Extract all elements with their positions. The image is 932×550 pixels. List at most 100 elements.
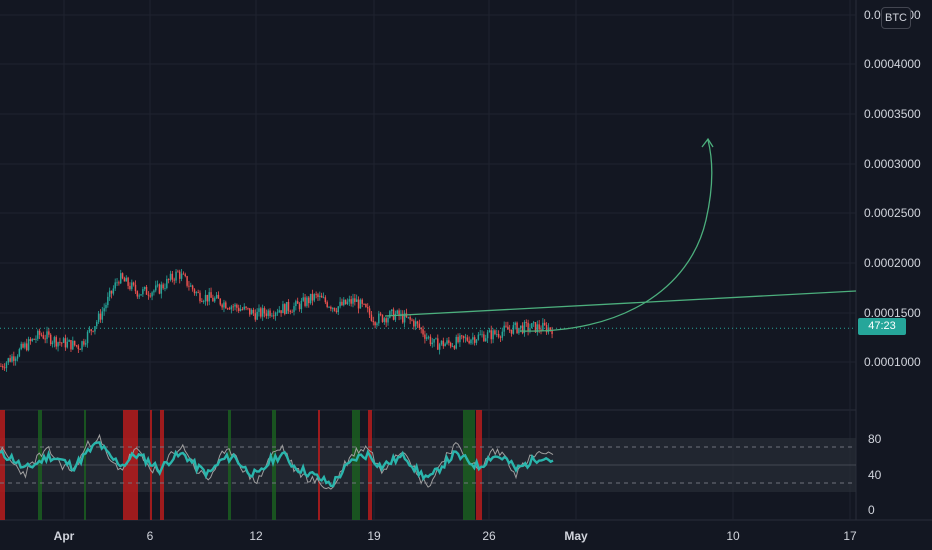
candle	[514, 322, 516, 326]
candle	[3, 367, 6, 369]
candle	[466, 337, 469, 341]
candle	[461, 335, 463, 337]
candle	[204, 294, 207, 302]
candle	[9, 358, 11, 362]
candle	[464, 337, 467, 339]
candle	[90, 329, 92, 331]
candle	[282, 304, 284, 314]
trend-drawings[interactable]	[384, 137, 857, 332]
candle	[291, 311, 293, 313]
candle	[390, 309, 393, 312]
candle	[527, 322, 529, 331]
candle	[16, 356, 19, 359]
candle	[300, 300, 303, 310]
candle	[127, 277, 129, 286]
candle	[94, 326, 96, 332]
candle	[354, 298, 356, 302]
signal-stripe	[272, 410, 276, 520]
candle	[188, 285, 190, 287]
candle	[79, 349, 81, 350]
candle	[413, 320, 415, 327]
candle	[272, 315, 275, 317]
candle	[322, 297, 325, 299]
candle	[536, 324, 539, 333]
indicator-tick-label: 0	[868, 503, 875, 517]
candle	[317, 294, 319, 298]
projection-curve[interactable]	[519, 139, 713, 332]
candle	[274, 312, 277, 317]
candle	[40, 334, 43, 336]
candle	[110, 290, 113, 294]
time-tick-label: 26	[482, 529, 496, 543]
candle	[494, 330, 496, 335]
price-chart[interactable]	[0, 269, 856, 372]
candle	[339, 301, 341, 307]
candle	[191, 285, 194, 290]
candle	[284, 304, 286, 314]
candle	[156, 284, 159, 286]
candle	[367, 307, 369, 309]
candle	[105, 304, 107, 309]
candle	[219, 298, 222, 305]
candle	[53, 337, 56, 343]
candle	[166, 278, 168, 289]
candle	[440, 340, 443, 345]
candle	[29, 339, 32, 341]
candle	[269, 310, 271, 316]
candle	[70, 340, 72, 350]
candle	[2, 366, 4, 368]
candle	[287, 301, 290, 311]
candle	[521, 325, 524, 334]
candle	[151, 292, 153, 297]
candle	[276, 312, 279, 314]
candle	[182, 273, 185, 275]
candle	[470, 339, 472, 344]
candle	[221, 304, 223, 308]
candle	[529, 328, 531, 331]
candle	[33, 338, 35, 340]
candle	[107, 296, 109, 305]
candle	[267, 310, 269, 316]
candle	[337, 306, 339, 312]
currency-badge[interactable]: BTC	[881, 7, 911, 29]
candle	[99, 313, 102, 320]
signal-stripe	[84, 410, 86, 520]
candle	[431, 342, 433, 345]
candle	[313, 294, 316, 301]
candle	[516, 322, 518, 334]
candle	[258, 308, 260, 312]
candle	[359, 299, 362, 309]
candle	[363, 303, 365, 305]
candle	[453, 346, 456, 349]
candle	[225, 302, 227, 309]
candle	[190, 285, 192, 287]
time-tick-label: 19	[367, 529, 381, 543]
candle	[68, 340, 70, 342]
candle	[241, 309, 244, 310]
candle	[532, 322, 535, 324]
candle	[411, 319, 413, 321]
candle	[158, 284, 161, 294]
candle	[368, 308, 371, 315]
candle	[309, 293, 312, 304]
indicator-pane[interactable]	[0, 410, 856, 520]
candle	[302, 297, 304, 301]
trend-line[interactable]	[384, 290, 857, 317]
candle	[518, 327, 520, 334]
candle	[389, 311, 391, 318]
candle	[481, 334, 483, 336]
signal-stripe	[0, 410, 5, 520]
candle	[31, 338, 33, 341]
candle	[250, 309, 253, 315]
candle	[319, 295, 321, 298]
candle	[138, 295, 140, 297]
candle	[499, 336, 502, 338]
price-scale-bg[interactable]	[856, 0, 932, 550]
candle	[387, 317, 389, 323]
candle	[155, 285, 157, 291]
candle	[352, 298, 354, 304]
candle	[171, 273, 174, 280]
candle	[462, 335, 465, 339]
candle	[149, 295, 151, 297]
